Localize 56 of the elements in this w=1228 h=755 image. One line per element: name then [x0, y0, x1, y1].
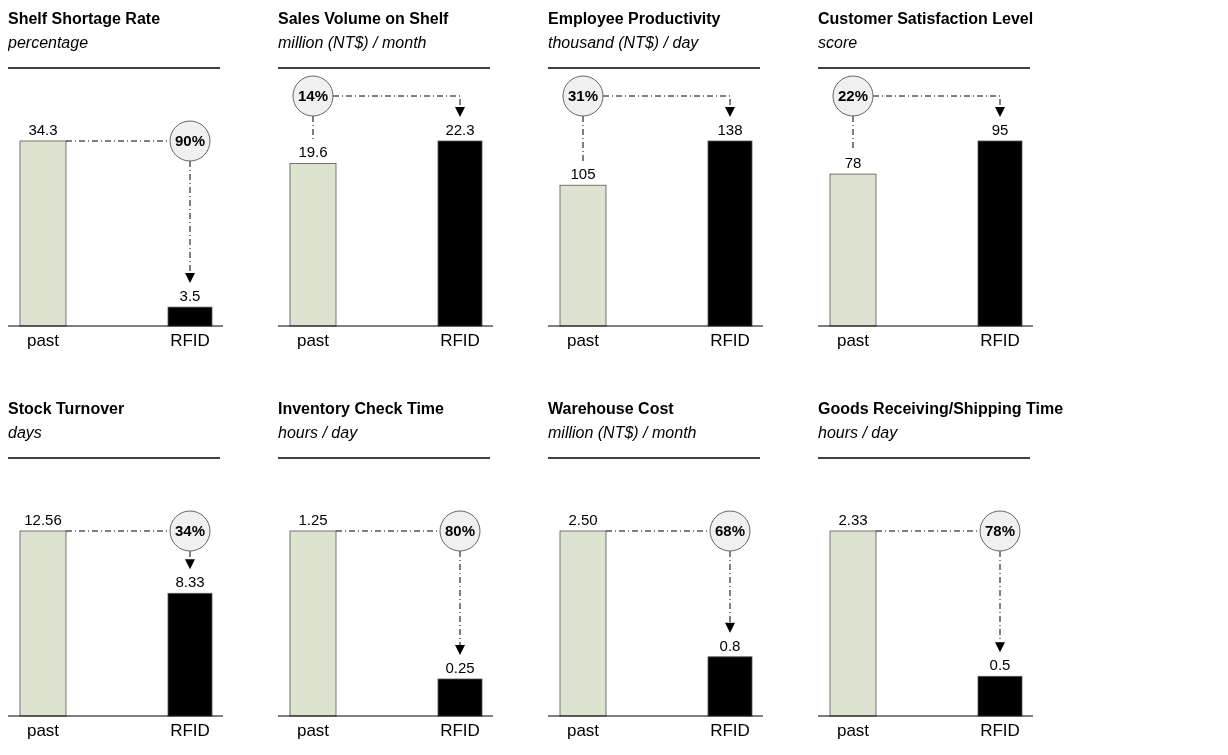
chart-title: Employee Productivity	[548, 10, 721, 27]
data-label: 3.5	[179, 287, 201, 305]
data-label: 1.25	[298, 511, 328, 528]
data-label: 2.33	[838, 511, 868, 528]
x-tick-label: past	[566, 331, 600, 350]
data-label: 34.3	[28, 121, 58, 138]
data-label: 0.25	[445, 659, 475, 676]
chart-title: Sales Volume on Shelf	[278, 10, 450, 27]
data-label: 19.6	[298, 143, 328, 161]
x-tick-label: past	[836, 331, 870, 350]
chart-title: Warehouse Cost	[548, 400, 675, 417]
chart-title: Shelf Shortage Rate	[8, 10, 161, 27]
chart-subtitle: days	[8, 424, 42, 441]
chart-subtitle: hours / day	[818, 424, 899, 441]
chart-subtitle: million (NT$) / month	[548, 424, 697, 441]
chart-title: Customer Satisfaction Level	[818, 10, 1034, 27]
annotation: 68%	[714, 522, 746, 539]
x-tick-label: past	[566, 721, 600, 740]
chart-title: Stock Turnover	[8, 400, 125, 417]
x-tick-label: RFID	[170, 721, 210, 740]
data-label: 0.5	[989, 656, 1011, 674]
text: 31%	[567, 87, 599, 104]
x-tick-label: RFID	[980, 331, 1020, 350]
chart-subtitle: million (NT$) / month	[278, 34, 427, 51]
text: 22%	[837, 87, 869, 104]
chart-subtitle: hours / day	[278, 424, 359, 441]
x-tick-label: RFID	[170, 331, 210, 350]
data-label: 95	[991, 121, 1009, 138]
annotation: 80%	[444, 522, 476, 539]
x-tick-label: past	[26, 331, 60, 350]
data-label: 8.33	[175, 573, 205, 591]
annotation: 34%	[174, 522, 206, 539]
data-label: 138	[717, 121, 743, 138]
x-tick-label: past	[296, 331, 330, 350]
chart-subtitle: thousand (NT$) / day	[548, 34, 700, 51]
x-tick-label: past	[26, 721, 60, 740]
chart-subtitle: score	[818, 34, 858, 51]
x-tick-label: RFID	[440, 331, 480, 350]
x-tick-label: past	[296, 721, 330, 740]
data-label: 0.8	[719, 636, 741, 654]
data-label: 105	[570, 165, 596, 183]
x-tick-label: RFID	[710, 721, 750, 740]
data-label: 2.50	[568, 511, 598, 528]
x-tick-label: RFID	[980, 721, 1020, 740]
x-tick-label: past	[836, 721, 870, 740]
chart-title: Inventory Check Time	[278, 400, 445, 417]
x-tick-label: RFID	[440, 721, 480, 740]
chart-subtitle: percentage	[7, 34, 89, 51]
chart-title: Goods Receiving/Shipping Time	[818, 400, 1064, 417]
data-label: 22.3	[445, 121, 475, 138]
text: 14%	[297, 87, 329, 104]
x-tick-label: RFID	[710, 331, 750, 350]
data-label: 78	[844, 154, 862, 172]
annotation: 90%	[174, 132, 206, 149]
annotation: 78%	[984, 522, 1016, 539]
data-label: 12.56	[24, 511, 62, 528]
